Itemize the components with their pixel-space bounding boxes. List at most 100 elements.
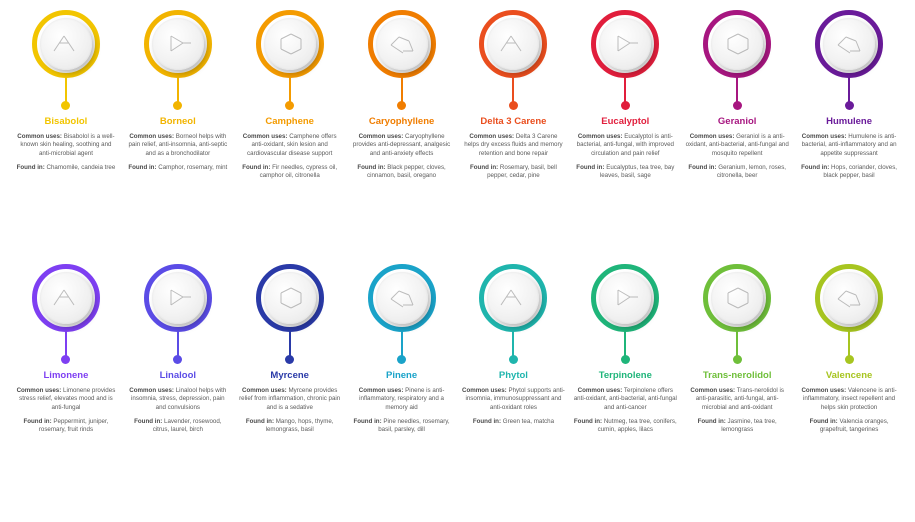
foundin-label: Found in:	[801, 164, 829, 171]
terpene-title: Geraniol	[718, 116, 757, 127]
foundin-body: Fir needles, cypress oil, camphor oil, c…	[260, 164, 338, 179]
uses-text: Common uses: Trans-nerolidol is anti-par…	[683, 387, 791, 412]
uses-label: Common uses:	[690, 133, 735, 140]
foundin-label: Found in:	[128, 164, 156, 171]
terpene-title: Linalool	[160, 370, 196, 381]
foundin-text: Found in: Camphor, rosemary, mint	[124, 164, 232, 172]
stem-line	[624, 331, 626, 357]
stem-line	[512, 331, 514, 357]
foundin-label: Found in:	[810, 418, 838, 425]
terpene-title: Myrcene	[270, 370, 309, 381]
terpene-title: Borneol	[160, 116, 196, 127]
uses-text: Common uses: Valencene is anti-inflammat…	[795, 387, 903, 412]
foundin-text: Found in: Fir needles, cypress oil, camp…	[236, 164, 344, 181]
color-ring	[479, 10, 547, 78]
ring-wrap	[144, 264, 212, 332]
molecule-disc	[376, 18, 428, 70]
color-ring	[32, 10, 100, 78]
foundin-body: Jasmine, tea tree, lemongrass	[721, 418, 777, 433]
uses-text: Common uses: Pinene is anti-inflammatory…	[348, 387, 456, 412]
color-ring	[256, 264, 324, 332]
color-ring	[256, 10, 324, 78]
uses-label: Common uses:	[17, 387, 62, 394]
stem-line	[289, 331, 291, 357]
foundin-text: Found in: Black pepper, cloves, cinnamon…	[348, 164, 456, 181]
foundin-body: Hops, coriander, cloves, black pepper, b…	[823, 164, 897, 179]
color-ring	[144, 264, 212, 332]
uses-label: Common uses:	[129, 133, 174, 140]
foundin-label: Found in:	[574, 418, 602, 425]
terpene-card: Limonene Common uses: Limonene provides …	[12, 264, 120, 512]
terpene-card: Borneol Common uses: Borneol helps with …	[124, 10, 232, 258]
stem-line	[736, 77, 738, 103]
foundin-body: Rosemary, basil, bell pepper, cedar, pin…	[487, 164, 557, 179]
stem-line	[401, 77, 403, 103]
terpene-card: Trans-nerolidol Common uses: Trans-nerol…	[683, 264, 791, 512]
foundin-text: Found in: Mango, hops, thyme, lemongrass…	[236, 418, 344, 435]
foundin-text: Found in: Pine needles, rosemary, basil,…	[348, 418, 456, 435]
color-ring	[368, 10, 436, 78]
uses-text: Common uses: Geraniol is a anti-oxidant,…	[683, 133, 791, 158]
color-ring	[479, 264, 547, 332]
terpene-title: Limonene	[44, 370, 89, 381]
terpene-card: Geraniol Common uses: Geraniol is a anti…	[683, 10, 791, 258]
stem-line	[848, 77, 850, 103]
foundin-label: Found in:	[357, 164, 385, 171]
foundin-label: Found in:	[246, 418, 274, 425]
terpene-title: Delta 3 Carene	[480, 116, 546, 127]
ring-wrap	[703, 264, 771, 332]
terpene-card: Camphene Common uses: Camphene offers an…	[236, 10, 344, 258]
terpene-title: Caryophyllene	[369, 116, 434, 127]
foundin-body: Chamomile, candeia tree	[47, 164, 116, 171]
foundin-body: Camphor, rosemary, mint	[158, 164, 227, 171]
foundin-label: Found in:	[17, 164, 45, 171]
ring-wrap	[32, 10, 100, 78]
ring-wrap	[32, 264, 100, 332]
uses-text: Common uses: Caryophyllene provides anti…	[348, 133, 456, 158]
uses-text: Common uses: Phytol supports anti-insomn…	[460, 387, 568, 412]
stem-line	[736, 331, 738, 357]
terpene-title: Bisabolol	[45, 116, 88, 127]
foundin-label: Found in:	[134, 418, 162, 425]
color-ring	[144, 10, 212, 78]
foundin-text: Found in: Lavender, rosewood, citrus, la…	[124, 418, 232, 435]
ring-wrap	[591, 10, 659, 78]
terpene-grid: Bisabolol Common uses: Bisabolol is a we…	[12, 10, 903, 512]
uses-text: Common uses: Bisabolol is a well-known s…	[12, 133, 120, 158]
ring-wrap	[479, 264, 547, 332]
terpene-card: Terpinolene Common uses: Terpinolene off…	[571, 264, 679, 512]
ring-wrap	[144, 10, 212, 78]
foundin-body: Geranium, lemon, roses, citronella, beer	[717, 164, 786, 179]
foundin-text: Found in: Nutmeg, tea tree, conifers, cu…	[571, 418, 679, 435]
terpene-title: Pinene	[386, 370, 417, 381]
foundin-text: Found in: Hops, coriander, cloves, black…	[795, 164, 903, 181]
foundin-body: Pine needles, rosemary, basil, parsley, …	[378, 418, 449, 433]
foundin-body: Mango, hops, thyme, lemongrass, basil	[266, 418, 334, 433]
uses-label: Common uses:	[359, 133, 404, 140]
molecule-disc	[264, 272, 316, 324]
uses-label: Common uses:	[469, 133, 514, 140]
terpene-title: Humulene	[826, 116, 872, 127]
foundin-text: Found in: Green tea, matcha	[460, 418, 568, 426]
uses-label: Common uses:	[578, 387, 623, 394]
color-ring	[591, 10, 659, 78]
color-ring	[703, 10, 771, 78]
uses-text: Common uses: Delta 3 Carene helps dry ex…	[460, 133, 568, 158]
foundin-text: Found in: Jasmine, tea tree, lemongrass	[683, 418, 791, 435]
stem-line	[177, 77, 179, 103]
ring-wrap	[815, 10, 883, 78]
molecule-disc	[264, 18, 316, 70]
terpene-card: Humulene Common uses: Humulene is anti-b…	[795, 10, 903, 258]
molecule-disc	[711, 18, 763, 70]
stem-line	[177, 331, 179, 357]
molecule-disc	[599, 18, 651, 70]
foundin-text: Found in: Eucalyptus, tea tree, bay leav…	[571, 164, 679, 181]
terpene-card: Pinene Common uses: Pinene is anti-infla…	[348, 264, 456, 512]
foundin-label: Found in:	[576, 164, 604, 171]
uses-label: Common uses:	[462, 387, 507, 394]
terpene-card: Bisabolol Common uses: Bisabolol is a we…	[12, 10, 120, 258]
foundin-body: Nutmeg, tea tree, conifers, cumin, apple…	[598, 418, 677, 433]
terpene-title: Phytol	[499, 370, 528, 381]
uses-label: Common uses:	[578, 133, 623, 140]
terpene-card: Delta 3 Carene Common uses: Delta 3 Care…	[460, 10, 568, 258]
